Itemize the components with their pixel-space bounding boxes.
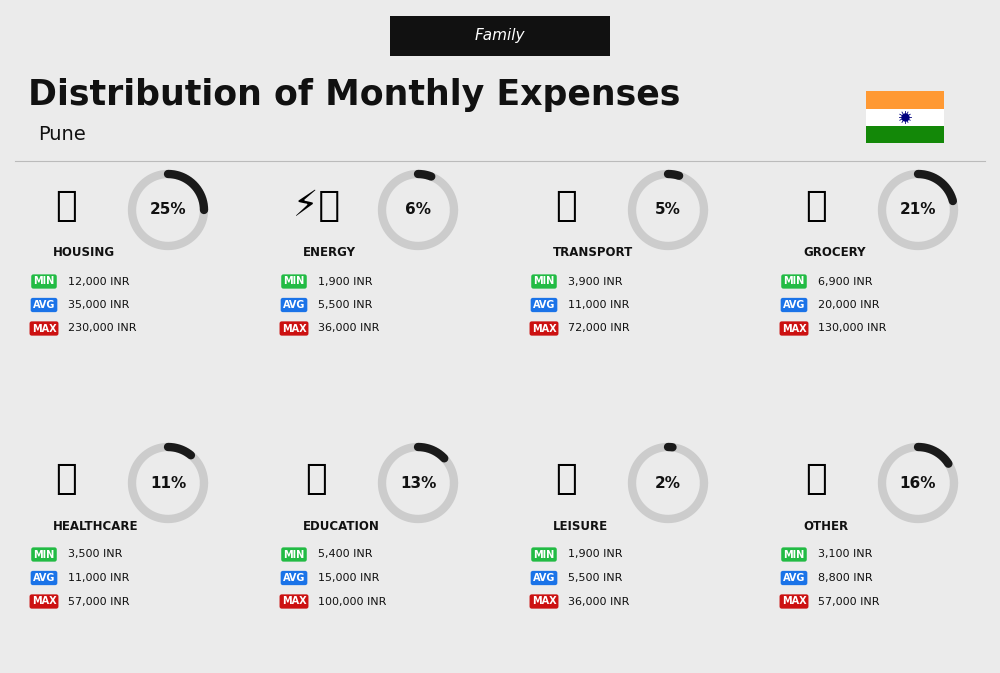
Text: MAX: MAX [32,596,56,606]
Text: MIN: MIN [33,549,55,559]
Text: 2%: 2% [655,476,681,491]
Text: MAX: MAX [532,324,556,334]
Text: TRANSPORT: TRANSPORT [553,246,633,260]
Text: 57,000 INR: 57,000 INR [68,596,130,606]
Text: MAX: MAX [532,596,556,606]
Text: 3,900 INR: 3,900 INR [568,277,622,287]
Text: MIN: MIN [783,549,805,559]
Text: MIN: MIN [283,549,305,559]
Text: 35,000 INR: 35,000 INR [68,300,129,310]
Text: HOUSING: HOUSING [53,246,115,260]
Text: 3,100 INR: 3,100 INR [818,549,872,559]
Text: 🎓: 🎓 [305,462,327,496]
FancyBboxPatch shape [866,126,944,143]
Text: AVG: AVG [33,573,55,583]
FancyBboxPatch shape [866,91,944,108]
Text: AVG: AVG [283,300,305,310]
Text: 21%: 21% [900,203,936,217]
Text: 12,000 INR: 12,000 INR [68,277,130,287]
Text: 💰: 💰 [805,462,827,496]
Text: AVG: AVG [533,573,555,583]
Text: 🛍: 🛍 [555,462,577,496]
Text: 230,000 INR: 230,000 INR [68,324,136,334]
Text: 8,800 INR: 8,800 INR [818,573,873,583]
Text: 130,000 INR: 130,000 INR [818,324,886,334]
Text: HEALTHCARE: HEALTHCARE [53,520,138,532]
Text: MIN: MIN [283,277,305,287]
Text: AVG: AVG [33,300,55,310]
Text: MIN: MIN [33,277,55,287]
Text: 1,900 INR: 1,900 INR [568,549,622,559]
Text: AVG: AVG [533,300,555,310]
Text: Distribution of Monthly Expenses: Distribution of Monthly Expenses [28,78,680,112]
Text: ⚡🏠: ⚡🏠 [292,189,340,223]
Text: MIN: MIN [533,549,555,559]
Text: 6%: 6% [405,203,431,217]
Text: LEISURE: LEISURE [553,520,608,532]
Text: Family: Family [475,28,525,43]
Text: ENERGY: ENERGY [303,246,356,260]
FancyBboxPatch shape [866,108,944,126]
Text: 💓: 💓 [55,462,77,496]
Text: 6,900 INR: 6,900 INR [818,277,872,287]
Text: 16%: 16% [900,476,936,491]
Text: 36,000 INR: 36,000 INR [568,596,629,606]
Text: 5,500 INR: 5,500 INR [568,573,622,583]
Text: 11,000 INR: 11,000 INR [568,300,629,310]
Text: GROCERY: GROCERY [803,246,865,260]
Text: AVG: AVG [783,573,805,583]
Text: 🛒: 🛒 [805,189,827,223]
Text: AVG: AVG [283,573,305,583]
Text: 3,500 INR: 3,500 INR [68,549,122,559]
Text: MIN: MIN [533,277,555,287]
Text: 13%: 13% [400,476,436,491]
Text: MAX: MAX [32,324,56,334]
Text: OTHER: OTHER [803,520,848,532]
FancyBboxPatch shape [390,16,610,56]
Text: 🚌: 🚌 [555,189,577,223]
Text: 20,000 INR: 20,000 INR [818,300,880,310]
Text: MAX: MAX [782,324,806,334]
Text: 5,500 INR: 5,500 INR [318,300,372,310]
Text: MIN: MIN [783,277,805,287]
Text: 57,000 INR: 57,000 INR [818,596,880,606]
Text: Pune: Pune [38,125,86,145]
Text: AVG: AVG [783,300,805,310]
Text: EDUCATION: EDUCATION [303,520,380,532]
Text: MAX: MAX [282,324,306,334]
Text: 100,000 INR: 100,000 INR [318,596,386,606]
Text: 1,900 INR: 1,900 INR [318,277,372,287]
Text: MAX: MAX [282,596,306,606]
Text: 15,000 INR: 15,000 INR [318,573,379,583]
Text: 🏢: 🏢 [55,189,77,223]
Text: 36,000 INR: 36,000 INR [318,324,379,334]
Text: 11,000 INR: 11,000 INR [68,573,129,583]
Text: 25%: 25% [150,203,186,217]
Text: 5,400 INR: 5,400 INR [318,549,372,559]
Text: MAX: MAX [782,596,806,606]
Text: 11%: 11% [150,476,186,491]
Text: 5%: 5% [655,203,681,217]
Text: 72,000 INR: 72,000 INR [568,324,630,334]
